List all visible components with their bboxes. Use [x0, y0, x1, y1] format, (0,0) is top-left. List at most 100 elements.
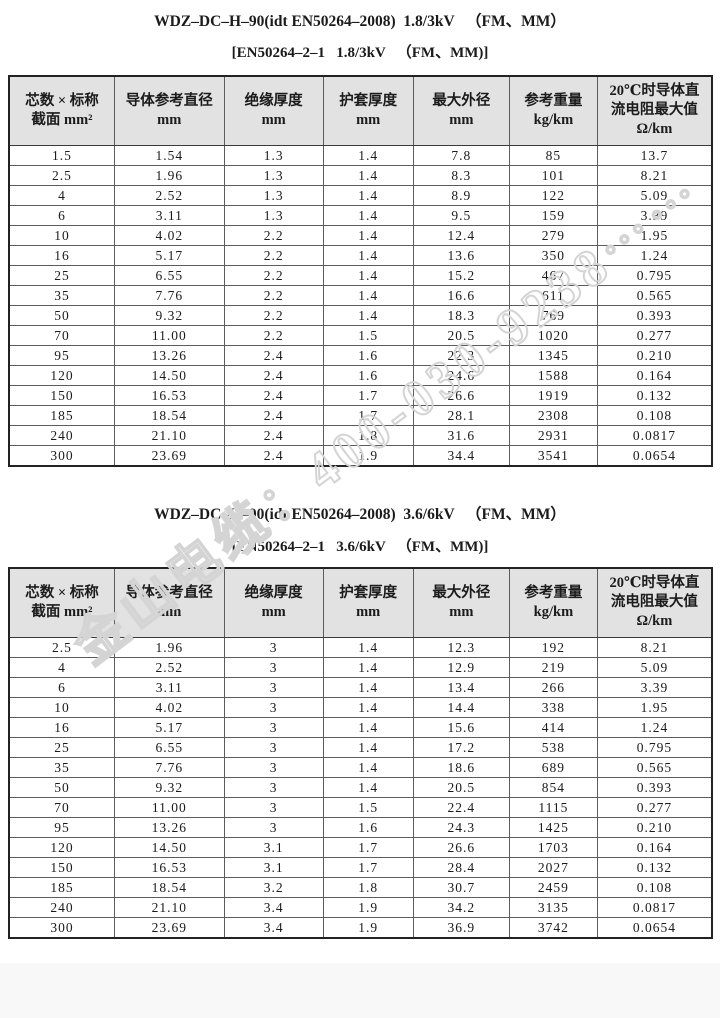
table-cell: 2459: [508, 876, 598, 898]
table-cell: 13.7: [596, 144, 713, 166]
table-cell: 538: [508, 736, 598, 758]
table-cell: 0.108: [596, 876, 713, 898]
table-cell: 0.565: [596, 756, 713, 778]
table-row: 120 14.50 3.1 1.7 26.6 1703 0.164: [8, 836, 713, 858]
table-cell: 3541: [508, 444, 598, 466]
table-cell: 16: [8, 244, 115, 266]
table-cell: 1.4: [322, 184, 414, 206]
table-cell: 1.8: [322, 424, 414, 446]
section2-subtitle: [EN50264–2–1 3.6/6kV （FM、MM)]: [231, 539, 489, 555]
table-row: 35 7.76 3 1.4 18.6 689 0.565: [8, 756, 713, 778]
table-cell: 26.6: [412, 836, 510, 858]
table-cell: 1.95: [596, 224, 713, 246]
table-cell: 1703: [508, 836, 598, 858]
table-cell: 2.4: [223, 364, 324, 386]
table-cell: 1345: [508, 344, 598, 366]
header-row: 芯数 × 标称 截面 mm² 导体参考直径 mm 绝缘厚度 mm 护套厚度 mm 最大外径 mm 参…: [8, 75, 713, 146]
table-cell: 5.17: [113, 716, 225, 738]
table-cell: 240: [8, 896, 115, 918]
table-cell: 35: [8, 756, 115, 778]
table-row: 120 14.50 2.4 1.6 24.6 1588 0.164: [8, 364, 713, 386]
table-cell: 18.3: [412, 304, 510, 326]
table-cell: 18.54: [113, 876, 225, 898]
table-cell: 8.21: [596, 636, 713, 658]
table-cell: 150: [8, 856, 115, 878]
table-cell: 2.4: [223, 404, 324, 426]
table-row: 50 9.32 3 1.4 20.5 854 0.393: [8, 776, 713, 798]
table-row: 95 13.26 3 1.6 24.3 1425 0.210: [8, 816, 713, 838]
table-cell: 12.3: [412, 636, 510, 658]
table-row: 35 7.76 2.2 1.4 16.6 611 0.565: [8, 284, 713, 306]
table-row: 150 16.53 3.1 1.7 28.4 2027 0.132: [8, 856, 713, 878]
table-cell: 414: [508, 716, 598, 738]
table-cell: 1.4: [322, 204, 414, 226]
table-cell: 2.4: [223, 344, 324, 366]
table-cell: 18.6: [412, 756, 510, 778]
table-cell: 1.4: [322, 224, 414, 246]
table-cell: 3.1: [223, 856, 324, 878]
table-cell: 2027: [508, 856, 598, 878]
table-cell: 16.53: [113, 384, 225, 406]
table-cell: 0.795: [596, 736, 713, 758]
table-cell: 10: [8, 696, 115, 718]
table-cell: 4: [8, 656, 115, 678]
table-cell: 0.132: [596, 384, 713, 406]
table-cell: 15.6: [412, 716, 510, 738]
table-cell: 1.4: [322, 756, 414, 778]
table-cell: 8.9: [412, 184, 510, 206]
spec-table-1-8-3kv: 芯数 × 标称 截面 mm² 导体参考直径 mm 绝缘厚度 mm 护套厚度 mm 最大外径 mm 参…: [8, 75, 713, 467]
table-cell: 28.4: [412, 856, 510, 878]
table-cell: 3: [223, 676, 324, 698]
table-row: 6 3.11 1.3 1.4 9.5 159 3.39: [8, 204, 713, 226]
table-row: 150 16.53 2.4 1.7 26.6 1919 0.132: [8, 384, 713, 406]
table-cell: 3.4: [223, 896, 324, 918]
table-cell: 3135: [508, 896, 598, 918]
table-cell: 3: [223, 816, 324, 838]
table-cell: 467: [508, 264, 598, 286]
table-cell: 5.09: [596, 656, 713, 678]
table-cell: 2.2: [223, 324, 324, 346]
table-cell: 2.5: [8, 164, 115, 186]
column-header: 20℃时导体直 流电阻最大值 Ω/km: [596, 75, 713, 146]
table-row: 185 18.54 2.4 1.7 28.1 2308 0.108: [8, 404, 713, 426]
table-row: 240 21.10 3.4 1.9 34.2 3135 0.0817: [8, 896, 713, 918]
table-cell: 611: [508, 284, 598, 306]
table-cell: 5.09: [596, 184, 713, 206]
table-row: 4 2.52 3 1.4 12.9 219 5.09: [8, 656, 713, 678]
table-cell: 5.17: [113, 244, 225, 266]
table-cell: 2.2: [223, 304, 324, 326]
table-cell: 3: [223, 776, 324, 798]
table-cell: 0.0654: [596, 444, 713, 466]
table-cell: 70: [8, 796, 115, 818]
table-cell: 1.96: [113, 636, 225, 658]
table-cell: 3: [223, 736, 324, 758]
column-header: 护套厚度 mm: [322, 567, 414, 638]
table-cell: 1.4: [322, 776, 414, 798]
table-cell: 1.3: [223, 204, 324, 226]
column-header: 芯数 × 标称 截面 mm²: [8, 75, 115, 146]
table-cell: 21.10: [113, 424, 225, 446]
table-cell: 0.164: [596, 836, 713, 858]
table-cell: 1.7: [322, 856, 414, 878]
table-cell: 1.5: [322, 324, 414, 346]
table-cell: 25: [8, 264, 115, 286]
table-row: 6 3.11 3 1.4 13.4 266 3.39: [8, 676, 713, 698]
table-cell: 3.1: [223, 836, 324, 858]
table-cell: 0.0654: [596, 916, 713, 938]
column-header: 绝缘厚度 mm: [223, 567, 324, 638]
table-cell: 1.4: [322, 656, 414, 678]
table-cell: 185: [8, 404, 115, 426]
table-cell: 1.4: [322, 304, 414, 326]
table-cell: 2.5: [8, 636, 115, 658]
table-row: 70 11.00 3 1.5 22.4 1115 0.277: [8, 796, 713, 818]
table-cell: 159: [508, 204, 598, 226]
table-cell: 1.9: [322, 444, 414, 466]
table-cell: 1.9: [322, 896, 414, 918]
table-cell: 31.6: [412, 424, 510, 446]
table-cell: 1.4: [322, 164, 414, 186]
table-cell: 1.8: [322, 876, 414, 898]
table-cell: 1.7: [322, 836, 414, 858]
table-cell: 3.2: [223, 876, 324, 898]
table-cell: 14.4: [412, 696, 510, 718]
table-row: 25 6.55 3 1.4 17.2 538 0.795: [8, 736, 713, 758]
